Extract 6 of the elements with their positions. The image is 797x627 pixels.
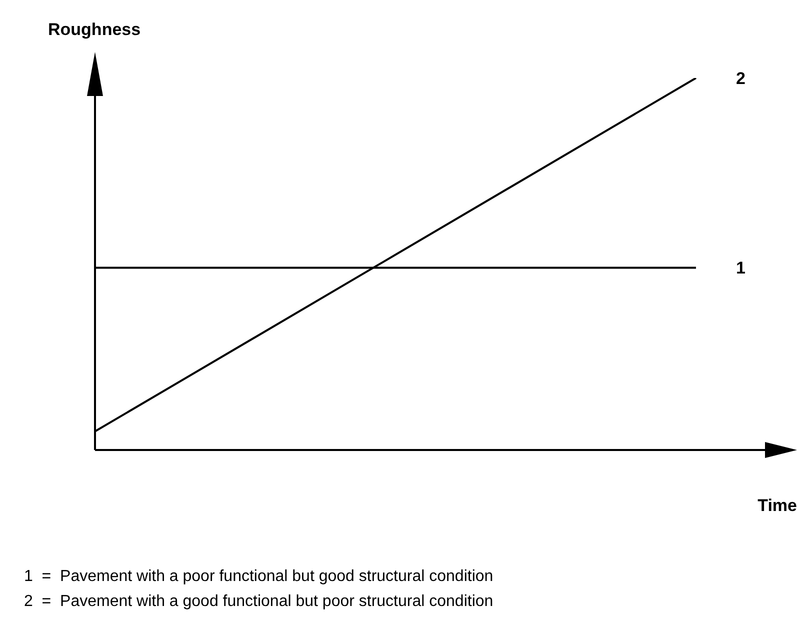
x-axis-title: Time	[758, 496, 797, 516]
text: 2 = Pavement with a good functional but poor structural condition	[24, 593, 494, 611]
text: 1 = Pavement with a poor functional but good structural condition	[24, 568, 494, 586]
text: 1	[736, 258, 746, 278]
y-axis-title: Roughness	[48, 20, 141, 40]
text: 2	[736, 69, 746, 88]
